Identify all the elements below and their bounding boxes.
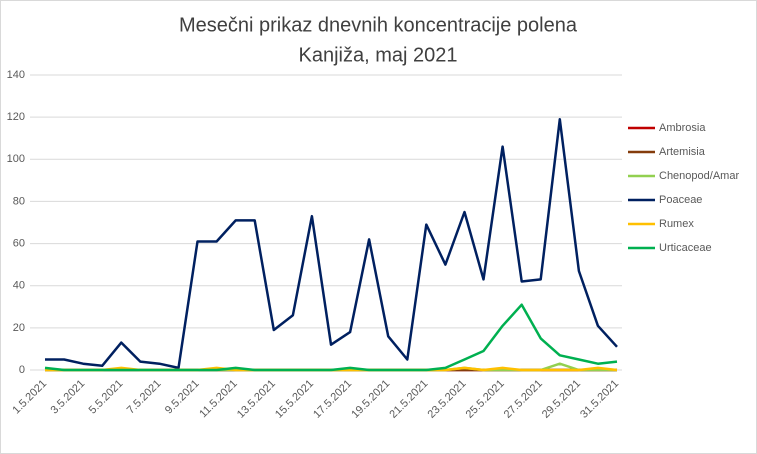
y-tick-label: 60 [13,237,25,249]
y-tick-label: 120 [7,111,25,123]
y-tick-label: 0 [19,364,25,376]
legend-label: Chenopod/Amar [659,170,739,182]
y-tick-label: 20 [13,322,25,334]
chart-subtitle: Kanjiža, maj 2021 [299,44,458,66]
series-line [45,118,618,370]
legend-label: Poaceae [659,194,702,206]
y-tick-label: 40 [13,280,25,292]
legend-label: Urticaceae [659,242,712,254]
y-tick-label: 100 [7,153,25,165]
series-line [44,303,618,372]
legend-label: Artemisia [659,146,706,158]
legend-label: Ambrosia [659,122,706,134]
y-tick-label: 140 [7,69,25,81]
y-tick-label: 80 [13,195,25,207]
chart-title: Mesečni prikaz dnevnih koncentracije pol… [179,14,578,36]
legend-label: Rumex [659,218,694,230]
